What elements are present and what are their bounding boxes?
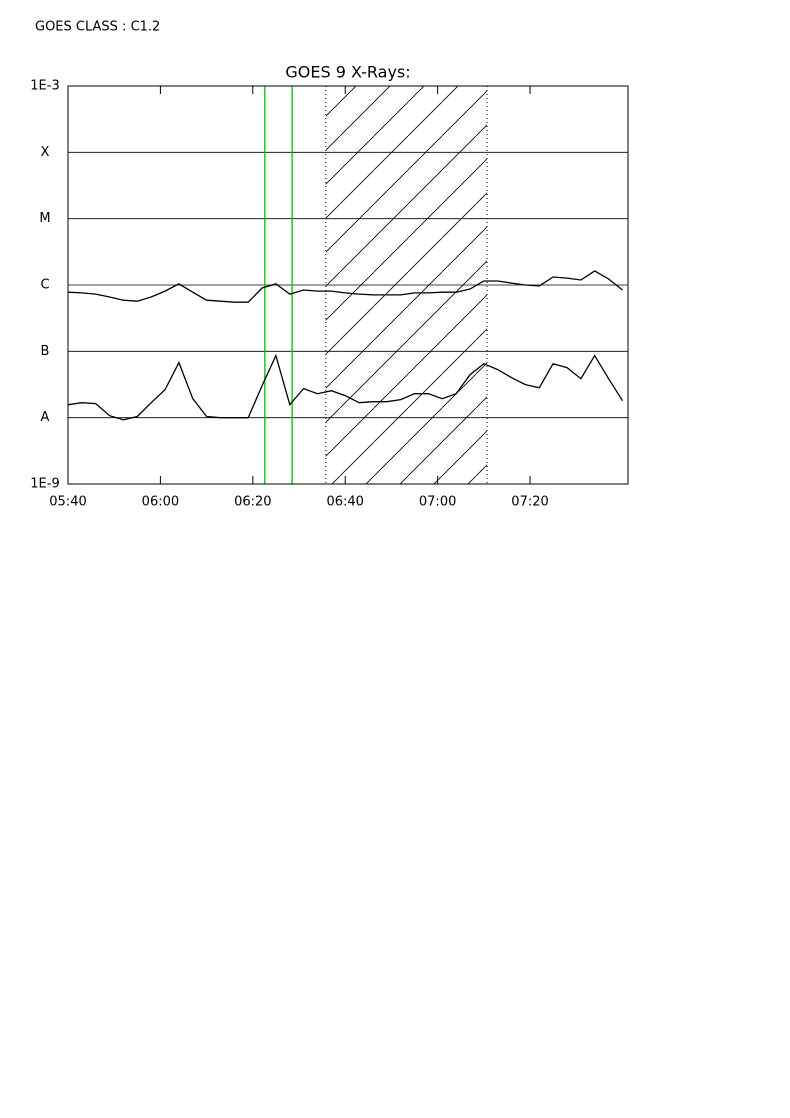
y-tick-label: M: [39, 211, 50, 226]
x-tick-label: 06:00: [142, 495, 179, 510]
y-tick-label: 1E-9: [30, 477, 59, 492]
x-tick-label: 05:40: [49, 495, 86, 510]
annotation: GOES CLASS : C1.2: [35, 20, 160, 35]
y-tick-label: C: [40, 278, 49, 293]
plot-frame: [67, 85, 629, 485]
y-tick-label: B: [41, 344, 50, 359]
y-tick-label: X: [41, 145, 50, 160]
x-tick-label: 06:40: [326, 495, 363, 510]
series-line: [67, 270, 623, 303]
chart-title: GOES 9 X-Rays:: [285, 63, 410, 82]
x-tick-label: 07:00: [419, 495, 456, 510]
x-tick-label: 07:20: [511, 495, 548, 510]
series-line: [67, 353, 624, 421]
x-tick-label: 06:20: [234, 495, 271, 510]
y-tick-label: A: [41, 410, 50, 425]
y-tick-label: 1E-3: [30, 79, 59, 94]
